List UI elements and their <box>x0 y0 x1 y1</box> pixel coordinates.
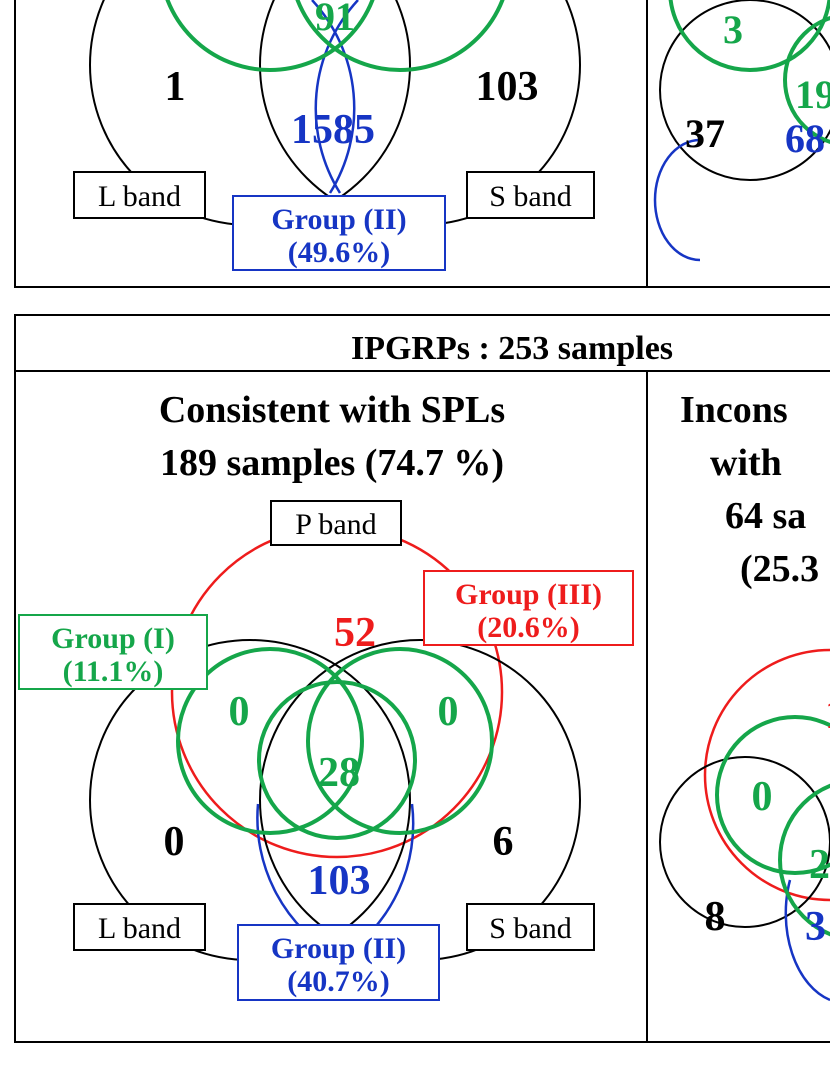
p-band-label-box <box>270 500 402 546</box>
top-right-value-4: 68 <box>785 116 825 161</box>
top-group2-label: Group (II) <box>271 203 406 236</box>
top-l-band-label-box <box>73 171 206 219</box>
group1-label: Group (I) <box>51 622 175 655</box>
group2-pct: (40.7%) <box>287 965 389 998</box>
top-group2-label-box <box>232 195 446 271</box>
l-only-value: 0 <box>164 819 185 865</box>
bottom-right-value-1: 1 <box>825 692 830 738</box>
group3-label: Group (III) <box>455 578 602 611</box>
group1-circle-left <box>165 0 375 72</box>
bottom-right-value-5: 3 <box>805 904 826 950</box>
bottom-right-green-circle-2 <box>778 783 830 937</box>
top-right-green-circle-1 <box>668 0 830 72</box>
group2-label-box <box>237 924 440 1001</box>
top-right-green-circle-2 <box>783 16 830 144</box>
bottom-panel-header: IPGRPs : 253 samples <box>351 330 673 367</box>
bottom-panel-frame <box>14 314 830 1043</box>
bottom-right-title-4: (25.3 <box>740 548 819 590</box>
ps-value: 0 <box>438 689 459 735</box>
group3-pct: (20.6%) <box>477 611 579 644</box>
top-left-center-value: 91 <box>315 0 355 39</box>
p-only-value: 52 <box>334 610 376 656</box>
ls-overlap-value: 103 <box>308 858 371 904</box>
top-right-l-circle <box>659 0 830 181</box>
top-left-ls-overlap-value: 1585 <box>291 107 375 153</box>
group1-circle-pl <box>176 647 364 835</box>
group3-label-box <box>423 570 634 646</box>
s-band-label: S band <box>489 912 572 945</box>
top-group2-pct: (49.6%) <box>288 236 390 269</box>
bottom-right-value-4: 8 <box>705 894 726 940</box>
l-band-label-box <box>73 903 206 951</box>
bottom-left-title-1: Consistent with SPLs <box>159 389 505 431</box>
top-panel-frame <box>14 0 830 288</box>
bottom-right-title-1: Incons <box>680 389 788 431</box>
top-s-band-label-box <box>466 171 595 219</box>
top-right-value-3: 37 <box>685 111 725 156</box>
top-panel: 91 1 103 1585 L band S band Group (II) (… <box>14 0 830 288</box>
top-l-band-label: L band <box>98 180 181 213</box>
top-s-band-label: S band <box>489 180 572 213</box>
p-band-label: P band <box>295 508 376 541</box>
bottom-right-value-3: 2 <box>809 842 830 888</box>
bottom-right-l-circle <box>659 756 830 928</box>
bottom-panel: IPGRPs : 253 samples Consistent with SPL… <box>14 314 830 1043</box>
bottom-right-blue-arc <box>784 879 830 1002</box>
s-band-label-box <box>466 903 595 951</box>
group1-circle-ps <box>306 647 494 835</box>
top-left-s-only-value: 103 <box>476 64 539 110</box>
center-value: 28 <box>318 750 360 796</box>
group1-circle-right <box>295 0 505 72</box>
top-right-value-2: 19 <box>795 72 830 117</box>
group2-label: Group (II) <box>271 932 406 965</box>
top-right-blue-arc <box>653 138 701 262</box>
l-band-label: L band <box>98 912 181 945</box>
group2-lens-outline <box>311 0 359 194</box>
pl-value: 0 <box>229 689 250 735</box>
bottom-right-title-3: 64 sa <box>725 495 806 537</box>
bottom-left-title-2: 189 samples (74.7 %) <box>160 442 504 484</box>
bottom-right-value-2: 0 <box>752 774 773 820</box>
top-left-l-only-value: 1 <box>165 64 186 110</box>
group1-circle-center <box>257 680 417 840</box>
bottom-right-green-circle-1 <box>715 715 830 875</box>
bottom-right-title-2: with <box>710 442 782 484</box>
s-only-value: 6 <box>493 819 514 865</box>
group1-label-box <box>18 614 208 690</box>
bottom-right-p-circle <box>703 648 830 902</box>
top-right-value-1: 3 <box>723 7 743 52</box>
group1-pct: (11.1%) <box>63 655 164 688</box>
